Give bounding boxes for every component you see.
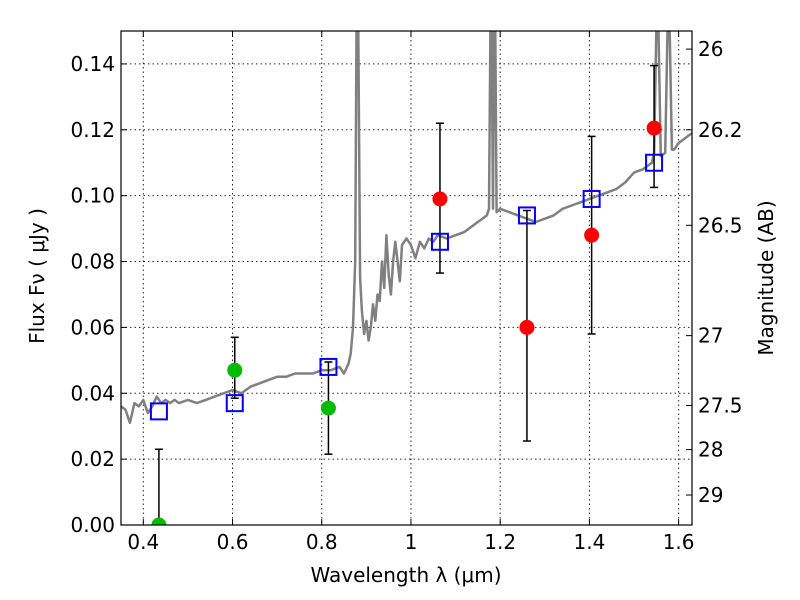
- x-tick-label: 0.8: [306, 530, 338, 554]
- observed-optical-point: [227, 362, 243, 378]
- y-tick-label: 0.14: [70, 52, 115, 76]
- observed-optical-point: [151, 517, 167, 525]
- y-axis-label: Flux Fν ( μJy ): [25, 208, 49, 344]
- right-axis-label: Magnitude (AB): [754, 200, 778, 355]
- observed-nir-point: [519, 319, 535, 335]
- observed-nir-point: [432, 191, 448, 207]
- observed-optical-point: [320, 400, 336, 416]
- right-tick-label: 28: [698, 438, 723, 462]
- x-tick-label: 1.6: [663, 530, 695, 554]
- y-tick-label: 0.12: [70, 118, 115, 142]
- right-tick-label: 26: [698, 37, 723, 61]
- axis-ticks: 0.4 0.6 0.8 1 1.2 1.4 1.6 0.00 0.02 0.04 0.06 0.08 0…: [70, 31, 743, 554]
- model-photometry-point: [319, 357, 338, 376]
- plot-area: [121, 31, 692, 525]
- x-tick-label: 0.4: [127, 530, 159, 554]
- grid: [121, 31, 692, 526]
- model-photometry-point: [430, 232, 449, 251]
- model-spectrum-line: [121, 31, 692, 425]
- model-photometry-point: [517, 206, 536, 225]
- axes-border: [120, 30, 693, 526]
- x-axis-label: Wavelength λ (μm): [310, 563, 501, 587]
- y-tick-label: 0.00: [70, 513, 115, 537]
- observed-nir-point: [646, 120, 662, 136]
- model-photometry-point: [149, 402, 168, 421]
- x-tick-label: 1.4: [573, 530, 605, 554]
- right-tick-label: 26.5: [698, 213, 743, 237]
- x-tick-label: 1.2: [484, 530, 516, 554]
- model-photometry-point: [582, 189, 601, 208]
- y-tick-label: 0.08: [70, 250, 115, 274]
- plot-content: [121, 31, 692, 525]
- right-tick-label: 27.5: [698, 393, 743, 417]
- right-tick-label: 26.2: [698, 118, 743, 142]
- axes-frame: [120, 30, 693, 526]
- y-tick-label: 0.04: [70, 381, 115, 405]
- y-tick-label: 0.06: [70, 315, 115, 339]
- model-photometry-point: [645, 153, 664, 172]
- right-tick-label: 27: [698, 324, 723, 348]
- model-photometry-point: [225, 394, 244, 413]
- observed-nir-point: [584, 227, 600, 243]
- x-tick-label: 1: [405, 530, 418, 554]
- x-tick-label: 0.6: [217, 530, 249, 554]
- right-tick-label: 29: [698, 483, 723, 507]
- y-tick-label: 0.02: [70, 447, 115, 471]
- y-tick-label: 0.10: [70, 184, 115, 208]
